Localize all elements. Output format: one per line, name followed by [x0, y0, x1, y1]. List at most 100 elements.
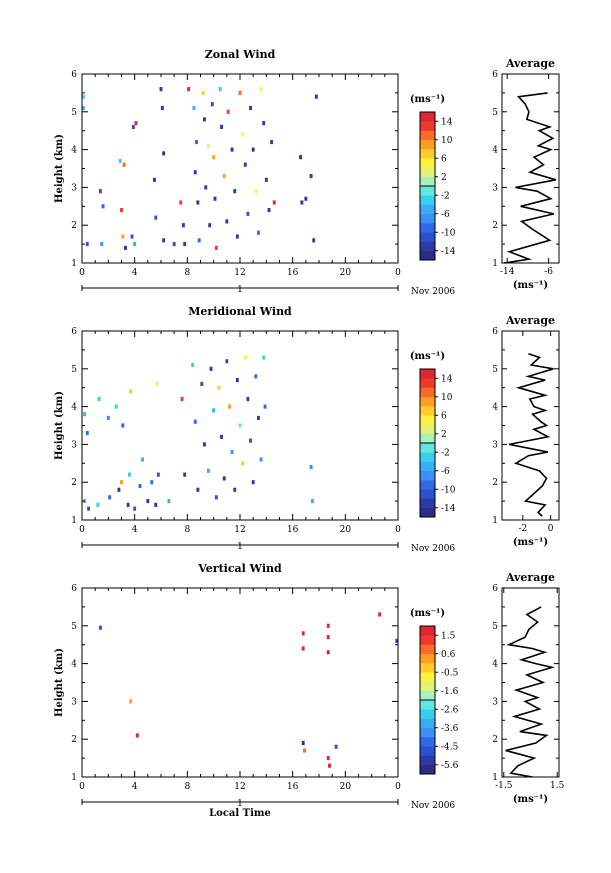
- colorbar-tick-label: 6: [441, 154, 447, 164]
- colorbar-tick-label: -10: [441, 485, 456, 495]
- date-label: 1: [237, 542, 243, 552]
- data-cell: [97, 396, 101, 402]
- data-cell: [106, 415, 110, 421]
- profile-x-tick-label: -2: [518, 524, 527, 534]
- data-cell: [230, 147, 234, 152]
- colorbar-swatch: [420, 681, 435, 692]
- profile-title: Average: [505, 57, 555, 70]
- data-cell: [183, 242, 187, 247]
- colorbar-swatch: [420, 737, 435, 747]
- colorbar-swatch: [420, 470, 435, 481]
- data-cell: [243, 355, 247, 360]
- colorbar-swatch: [420, 424, 435, 435]
- data-cell: [156, 472, 160, 477]
- data-cell: [309, 465, 313, 470]
- data-cell: [214, 495, 218, 500]
- data-cell: [146, 499, 150, 504]
- x-tick-label: 8: [184, 782, 190, 792]
- y-tick-label: 1: [71, 773, 77, 783]
- data-cell: [326, 623, 330, 628]
- x-tick-label: 0: [79, 525, 85, 535]
- data-cell: [117, 487, 121, 492]
- data-cell: [193, 170, 197, 175]
- colorbar-swatch: [420, 709, 435, 719]
- profile-title: Average: [505, 314, 555, 327]
- data-cell: [309, 173, 313, 179]
- profile-y-tick-label: 1: [492, 259, 498, 269]
- colorbar-tick-label: 10: [441, 136, 453, 146]
- data-cell: [220, 124, 224, 129]
- data-cell: [85, 242, 89, 247]
- x-tick-label: 4: [132, 525, 138, 535]
- colorbar-unit: (ms⁻¹): [410, 94, 445, 105]
- data-cell: [304, 196, 308, 201]
- profile-title: Average: [505, 571, 555, 584]
- data-cell: [241, 461, 245, 466]
- colorbar-tick-label: -4.5: [441, 742, 459, 752]
- y-tick-label: 3: [71, 697, 77, 707]
- data-cell: [222, 476, 226, 481]
- colorbar-tick-label: -14: [441, 504, 456, 514]
- data-cell: [129, 389, 133, 394]
- data-cell: [126, 502, 130, 507]
- data-cell: [301, 740, 305, 746]
- data-cell: [213, 196, 217, 201]
- profile-frame: [501, 73, 560, 264]
- profile-y-tick-label: 3: [492, 183, 498, 193]
- data-cell: [262, 121, 266, 126]
- data-cell: [160, 105, 164, 111]
- x-tick-label: 12: [234, 268, 245, 278]
- colorbar-tick-label: -2: [441, 191, 450, 201]
- colorbar-swatch: [420, 213, 435, 224]
- chart-title: Meridional Wind: [188, 305, 292, 318]
- profile-y-tick-label: 1: [492, 516, 498, 526]
- y-tick-label: 1: [71, 259, 77, 269]
- data-cell: [134, 121, 138, 126]
- y-tick-label: 3: [71, 440, 77, 450]
- data-cell: [135, 733, 139, 738]
- data-cell: [152, 177, 156, 182]
- data-cell: [122, 162, 126, 167]
- colorbar-tick-label: -3.6: [441, 724, 459, 734]
- data-cell: [155, 381, 159, 386]
- profile-line: [503, 92, 557, 264]
- y-tick-label: 4: [71, 403, 77, 413]
- colorbar-swatch: [420, 443, 435, 453]
- x-tick-label: 12: [234, 782, 245, 792]
- data-cell: [267, 208, 271, 213]
- colorbar-tick-label: -10: [441, 228, 456, 238]
- data-cell: [120, 480, 123, 485]
- chart-title: Zonal Wind: [205, 48, 276, 61]
- colorbar-swatch: [420, 195, 435, 205]
- data-cell: [204, 185, 208, 190]
- data-cell: [225, 359, 229, 364]
- data-cell: [326, 635, 330, 640]
- colorbar-unit: (ms⁻¹): [410, 351, 445, 362]
- y-axis-label: Height (km): [54, 391, 65, 460]
- data-cell: [378, 612, 382, 617]
- plot-frame: [81, 587, 399, 778]
- data-cell: [96, 502, 100, 507]
- colorbar-swatch: [420, 241, 435, 252]
- data-cell: [254, 189, 258, 194]
- y-tick-label: 6: [71, 584, 77, 594]
- y-tick-label: 5: [71, 622, 77, 632]
- data-cell: [172, 242, 176, 247]
- y-tick-label: 2: [71, 221, 77, 231]
- colorbar-swatch: [420, 480, 435, 490]
- data-cell: [203, 117, 206, 122]
- data-cell: [214, 245, 218, 250]
- colorbar-tick-label: 10: [441, 393, 453, 403]
- profile-x-tick-label: -1.5: [495, 781, 513, 791]
- data-cell: [226, 109, 230, 114]
- x-tick-label: 20: [340, 782, 352, 792]
- profile-y-tick-label: 4: [492, 660, 498, 670]
- y-tick-label: 5: [71, 108, 77, 118]
- colorbar-swatch: [420, 121, 435, 131]
- data-cell: [303, 748, 306, 753]
- data-cell: [328, 763, 331, 768]
- data-cell: [133, 242, 137, 247]
- data-cell: [264, 177, 268, 182]
